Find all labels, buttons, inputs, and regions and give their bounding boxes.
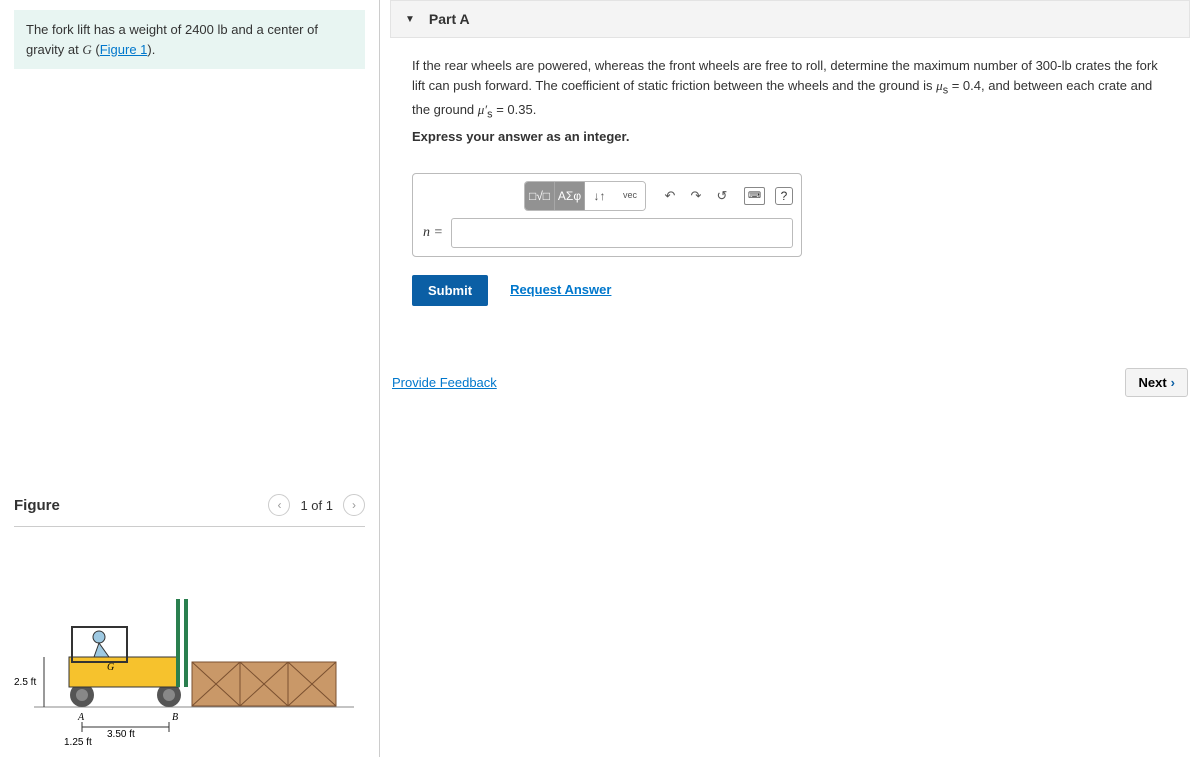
vec-button[interactable]: vec bbox=[615, 182, 645, 210]
next-button[interactable]: Next › bbox=[1125, 368, 1188, 397]
chevron-right-icon: › bbox=[1171, 375, 1175, 390]
instruction: Express your answer as an integer. bbox=[412, 127, 1168, 147]
dim-2-5: 2.5 ft bbox=[14, 677, 36, 688]
figure-image: G A B 2.5 ft 3.50 ft 1.25 ft bbox=[14, 577, 365, 757]
var-label: n = bbox=[421, 222, 451, 244]
problem-text: The fork lift has a weight of 2400 lb an… bbox=[26, 22, 318, 57]
answer-input[interactable] bbox=[451, 218, 793, 248]
actions: Submit Request Answer bbox=[412, 275, 1168, 306]
input-row: n = bbox=[421, 218, 793, 248]
label-g: G bbox=[107, 662, 114, 673]
keyboard-icon[interactable]: ⌨ bbox=[744, 187, 765, 205]
arrows-button[interactable]: ↓↑ bbox=[585, 182, 615, 210]
figure-counter: 1 of 1 bbox=[300, 498, 333, 513]
forklift-svg: G A B 2.5 ft 3.50 ft 1.25 ft bbox=[14, 577, 354, 747]
left-column: The fork lift has a weight of 2400 lb an… bbox=[0, 0, 380, 757]
figure-prev-button[interactable]: ‹ bbox=[268, 494, 290, 516]
part-header[interactable]: ▼ Part A bbox=[390, 0, 1190, 38]
answer-toolbar: □√□ ΑΣφ ↓↑ vec ↶ ↷ ↺ ⌨ ? bbox=[421, 180, 793, 212]
redo-icon[interactable]: ↷ bbox=[684, 184, 708, 208]
dim-3-5: 3.50 ft bbox=[107, 729, 135, 740]
reset-icon[interactable]: ↺ bbox=[710, 184, 734, 208]
figure-header: Figure ‹ 1 of 1 › bbox=[14, 494, 365, 527]
provide-feedback-link[interactable]: Provide Feedback bbox=[392, 375, 497, 390]
help-icon[interactable]: ? bbox=[775, 187, 793, 205]
caret-down-icon: ▼ bbox=[405, 14, 415, 25]
request-answer-link[interactable]: Request Answer bbox=[510, 280, 611, 300]
part-label: Part A bbox=[429, 11, 470, 27]
submit-button[interactable]: Submit bbox=[412, 275, 488, 306]
figure-nav: ‹ 1 of 1 › bbox=[268, 494, 365, 516]
feedback-row: Provide Feedback Next › bbox=[390, 368, 1190, 397]
question-text: If the rear wheels are powered, whereas … bbox=[412, 56, 1168, 123]
label-b: B bbox=[172, 712, 178, 723]
problem-statement: The fork lift has a weight of 2400 lb an… bbox=[14, 10, 365, 69]
greek-button[interactable]: ΑΣφ bbox=[555, 182, 585, 210]
figure-link[interactable]: Figure 1 bbox=[100, 42, 148, 57]
label-a: A bbox=[77, 712, 85, 723]
answer-box: □√□ ΑΣφ ↓↑ vec ↶ ↷ ↺ ⌨ ? n = bbox=[412, 173, 802, 257]
dim-1-25: 1.25 ft bbox=[64, 737, 92, 747]
templates-button[interactable]: □√□ bbox=[525, 182, 555, 210]
right-column: ▼ Part A If the rear wheels are powered,… bbox=[380, 0, 1200, 757]
g-symbol: G bbox=[82, 42, 91, 57]
figure-title: Figure bbox=[14, 497, 60, 514]
toolbar-group-formula: □√□ ΑΣφ ↓↑ vec bbox=[524, 181, 646, 211]
problem-end: . bbox=[152, 42, 156, 57]
figure-section: Figure ‹ 1 of 1 › bbox=[14, 494, 365, 757]
part-body: If the rear wheels are powered, whereas … bbox=[390, 38, 1190, 316]
undo-icon[interactable]: ↶ bbox=[658, 184, 682, 208]
figure-next-button[interactable]: › bbox=[343, 494, 365, 516]
